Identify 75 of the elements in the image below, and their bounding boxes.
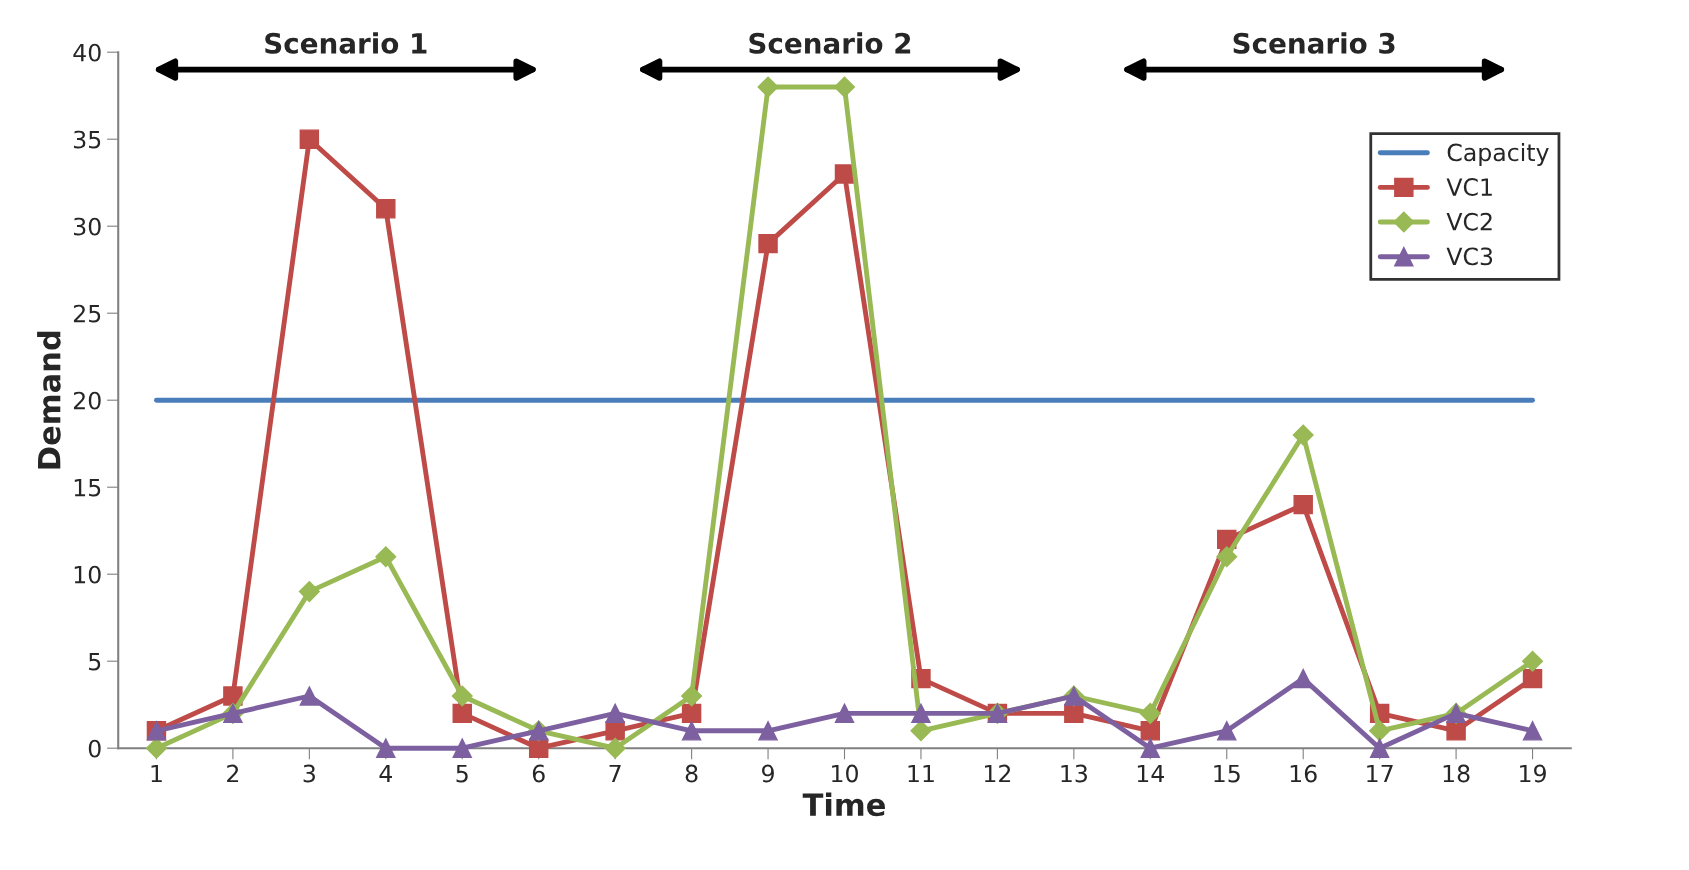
- point: [298, 581, 320, 603]
- legend-label: VC1: [1446, 178, 1492, 196]
- point: [1522, 668, 1543, 689]
- point: [758, 721, 778, 741]
- point: [375, 546, 397, 568]
- point: [376, 738, 396, 758]
- x-tick-label: 9: [762, 764, 774, 783]
- y-tick-label: 5: [89, 652, 101, 671]
- point: [1522, 650, 1544, 672]
- x-tick-label: 17: [1367, 764, 1393, 783]
- point: [452, 703, 472, 724]
- point: [1217, 721, 1237, 741]
- point: [451, 685, 473, 707]
- point: [681, 721, 702, 741]
- point: [911, 703, 931, 724]
- y-tick-label: 40: [73, 43, 101, 62]
- legend-label: VC2: [1446, 212, 1492, 231]
- y-tick-label: 20: [73, 391, 101, 410]
- annotation: Scenario 2: [749, 32, 911, 54]
- legend-label: Capacity: [1447, 143, 1549, 166]
- y-tick-label: 25: [73, 304, 101, 323]
- x-tick-label: 6: [532, 764, 545, 783]
- point: [1446, 721, 1466, 741]
- x-tick-label: 18: [1443, 764, 1470, 783]
- x-tick-label: 16: [1290, 764, 1317, 783]
- point: [1140, 738, 1161, 758]
- point: [605, 703, 625, 724]
- x-tick-label: 5: [456, 764, 468, 783]
- point: [834, 703, 855, 724]
- annotation: Scenario 1: [265, 32, 427, 54]
- point: [1064, 703, 1084, 724]
- x-tick-label: 7: [609, 764, 621, 783]
- point: [605, 721, 625, 741]
- point: [299, 686, 320, 706]
- point: [1522, 721, 1543, 741]
- legend-label: VC3: [1446, 247, 1493, 266]
- x-tick-label: 15: [1214, 764, 1240, 783]
- point: [1293, 668, 1313, 689]
- y-axis-title: Demand: [37, 331, 61, 469]
- point: [757, 76, 779, 98]
- y-tick-label: 30: [74, 217, 101, 236]
- x-tick-label: 4: [379, 764, 392, 783]
- point: [299, 129, 320, 149]
- y-tick-label: 0: [88, 739, 101, 758]
- point: [834, 164, 855, 184]
- x-tick-label: 11: [908, 764, 934, 783]
- x-tick-label: 19: [1520, 764, 1546, 783]
- x-tick-label: 1: [151, 764, 162, 783]
- point: [1292, 424, 1314, 446]
- point: [1293, 494, 1313, 515]
- point: [376, 199, 396, 219]
- x-tick-label: 3: [303, 764, 315, 783]
- x-axis-title: Time: [802, 792, 885, 817]
- annotation: Scenario 3: [1233, 32, 1395, 54]
- point: [1139, 702, 1161, 724]
- point: [604, 737, 626, 759]
- point: [1369, 738, 1390, 758]
- y-tick-label: 15: [74, 478, 101, 497]
- x-tick-label: 13: [1061, 764, 1087, 783]
- point: [1140, 721, 1161, 741]
- y-tick-label: 10: [74, 565, 101, 584]
- point: [681, 685, 703, 707]
- point: [910, 720, 932, 742]
- point: [681, 703, 702, 724]
- point: [833, 76, 856, 98]
- y-tick-label: 35: [74, 130, 101, 149]
- point: [1369, 720, 1391, 742]
- point: [758, 233, 778, 254]
- point: [452, 738, 472, 758]
- x-tick-label: 10: [832, 764, 858, 783]
- x-tick-label: 14: [1137, 764, 1164, 783]
- x-tick-label: 12: [984, 764, 1011, 783]
- x-tick-label: 2: [227, 764, 239, 783]
- point: [1216, 546, 1238, 568]
- x-tick-label: 8: [685, 764, 698, 783]
